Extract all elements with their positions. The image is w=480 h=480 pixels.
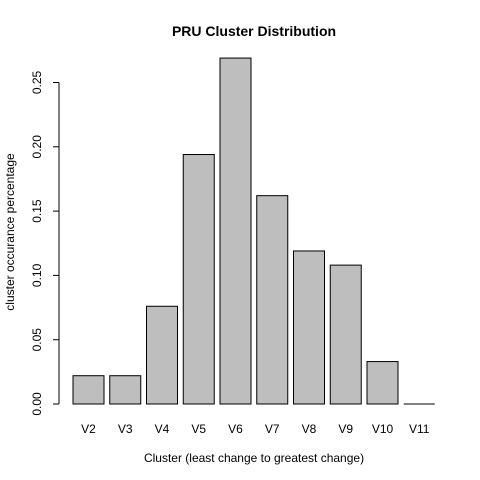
bar-v4 bbox=[146, 305, 178, 405]
y-axis: 0.00 0.05 0.10 0.15 0.20 0.25 bbox=[30, 70, 60, 416]
y-tick-label: 0.10 bbox=[30, 263, 44, 287]
bar-v3 bbox=[109, 375, 142, 405]
bar-v10 bbox=[366, 361, 399, 405]
x-category-label: V5 bbox=[191, 422, 206, 436]
x-axis-label: Cluster (least change to greatest change… bbox=[144, 451, 364, 465]
x-category-label: V9 bbox=[338, 422, 353, 436]
x-category-label: V7 bbox=[265, 422, 280, 436]
bar-v7 bbox=[256, 195, 289, 405]
x-category-labels: V2 V3 V4 V5 V6 V7 V8 V9 V10 V11 bbox=[81, 422, 430, 436]
y-tick-label: 0.20 bbox=[30, 135, 44, 159]
bar-v6 bbox=[219, 57, 252, 405]
y-tick-label: 0.05 bbox=[30, 328, 44, 352]
chart-title: PRU Cluster Distribution bbox=[172, 23, 336, 39]
y-axis-label: cluster occurance percentage bbox=[3, 153, 17, 311]
y-tick-label: 0.25 bbox=[30, 70, 44, 94]
x-category-label: V10 bbox=[372, 422, 394, 436]
bar-v2 bbox=[72, 375, 105, 405]
bar-v9 bbox=[329, 264, 362, 405]
x-category-label: V3 bbox=[118, 422, 133, 436]
y-tick-label: 0.15 bbox=[30, 199, 44, 223]
y-tick-label: 0.00 bbox=[30, 392, 44, 416]
x-category-label: V8 bbox=[302, 422, 317, 436]
x-category-label: V4 bbox=[155, 422, 170, 436]
x-category-label: V11 bbox=[409, 422, 430, 436]
x-category-label: V6 bbox=[228, 422, 243, 436]
bar-v8 bbox=[293, 250, 325, 405]
bars-group bbox=[72, 57, 435, 405]
bar-v5 bbox=[182, 154, 215, 405]
x-category-label: V2 bbox=[81, 422, 96, 436]
